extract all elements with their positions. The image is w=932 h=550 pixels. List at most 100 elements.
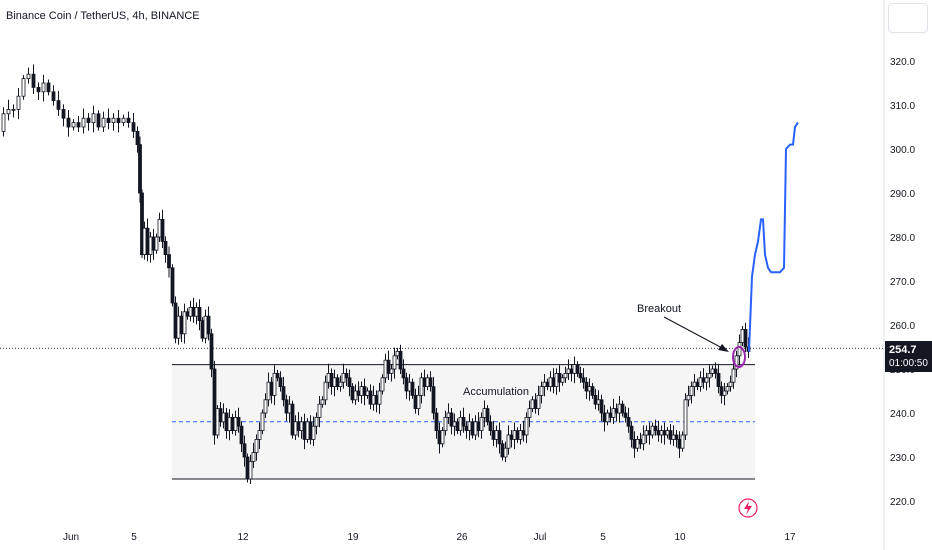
candle-body xyxy=(542,381,547,388)
candle-body xyxy=(563,372,568,379)
candle-body xyxy=(659,430,664,436)
candle-body xyxy=(713,368,718,374)
candle-body xyxy=(692,381,697,388)
candle-body xyxy=(665,430,670,436)
price-tick-label: 230.0 xyxy=(890,453,915,464)
candle-body xyxy=(151,236,156,251)
candle-body xyxy=(473,421,478,436)
candle-body xyxy=(410,381,415,396)
candle-body xyxy=(61,109,66,119)
candle-body xyxy=(557,372,562,383)
candle-body xyxy=(725,386,730,392)
candle-body xyxy=(506,434,511,449)
candle-body xyxy=(434,412,439,432)
candle-body xyxy=(160,218,165,242)
candle-body xyxy=(443,416,448,431)
candle-body xyxy=(722,390,727,396)
candle-body xyxy=(653,425,658,432)
candle-body xyxy=(695,381,700,388)
lightning-icon[interactable] xyxy=(738,498,758,518)
candle-body xyxy=(281,386,286,401)
time-tick-label: 17 xyxy=(784,532,796,543)
candle-body xyxy=(176,315,181,339)
candle-body xyxy=(194,306,199,317)
candle-body xyxy=(86,117,91,123)
price-tick-label: 220.0 xyxy=(890,497,915,508)
candle-body xyxy=(731,368,736,383)
chart-settings-button[interactable] xyxy=(888,3,928,33)
candle-body xyxy=(464,425,469,432)
candle-body xyxy=(272,372,277,396)
candle-body xyxy=(389,368,394,374)
candle-body xyxy=(317,403,322,418)
candle-body xyxy=(383,359,388,379)
candle-body xyxy=(257,430,262,440)
candle-body xyxy=(449,412,454,427)
candle-body xyxy=(632,438,637,449)
candle-body xyxy=(323,381,328,401)
candle-body xyxy=(398,350,403,370)
candle-body xyxy=(182,311,187,335)
candle-body xyxy=(512,430,517,440)
candle-body xyxy=(200,320,205,339)
candle-body xyxy=(392,355,397,370)
candle-body xyxy=(290,403,295,436)
candle-body xyxy=(111,117,116,123)
candle-body xyxy=(251,452,256,462)
candle-body xyxy=(494,430,499,440)
candle-body xyxy=(197,306,202,321)
candle-body xyxy=(368,390,373,405)
chart-title: Binance Coin / TetherUS, 4h, BINANCE xyxy=(6,10,200,22)
candle-body xyxy=(698,377,703,387)
candle-body xyxy=(170,267,175,304)
candle-body xyxy=(524,416,529,436)
candle-body xyxy=(350,386,355,401)
candle-body xyxy=(278,377,283,387)
candle-body xyxy=(461,416,466,427)
candle-body xyxy=(142,227,147,255)
candle-body xyxy=(106,117,111,123)
candle-body xyxy=(21,78,26,97)
candle-body xyxy=(157,218,162,238)
candle-body xyxy=(479,416,484,431)
candle-body xyxy=(668,430,673,440)
candle-body xyxy=(527,408,532,418)
candle-body xyxy=(518,430,523,440)
candle-body xyxy=(215,408,220,436)
candle-body xyxy=(96,113,101,128)
candle-body xyxy=(218,408,223,423)
candle-body xyxy=(269,381,274,396)
candle-body xyxy=(1,113,6,132)
candle-body xyxy=(503,447,508,458)
candle-body xyxy=(326,372,331,383)
price-tick-label: 320.0 xyxy=(890,57,915,68)
candle-body xyxy=(71,122,76,128)
candle-body xyxy=(452,421,457,427)
price-tick-label: 260.0 xyxy=(890,321,915,332)
candle-body xyxy=(203,315,208,339)
candle-body xyxy=(590,386,595,396)
candle-body xyxy=(138,144,142,194)
time-tick-label: Jun xyxy=(63,532,79,543)
candle-body xyxy=(51,91,56,102)
candle-body xyxy=(395,350,400,357)
candle-body xyxy=(635,438,640,449)
time-tick-label: 10 xyxy=(674,532,686,543)
price-tick-label: 290.0 xyxy=(890,189,915,200)
accumulation-label: Accumulation xyxy=(463,386,529,398)
candle-body xyxy=(66,117,71,128)
candle-body xyxy=(662,430,667,436)
candle-body xyxy=(377,390,382,405)
candle-body xyxy=(293,421,298,436)
candle-body xyxy=(569,368,574,374)
candle-body xyxy=(638,438,643,445)
candle-body xyxy=(404,377,409,392)
candle-body xyxy=(626,416,631,427)
candle-body xyxy=(533,399,538,409)
candle-body xyxy=(206,315,211,335)
candle-body xyxy=(482,408,487,418)
candle-body xyxy=(299,421,304,431)
candle-body xyxy=(359,386,364,396)
price-tick-label: 280.0 xyxy=(890,233,915,244)
